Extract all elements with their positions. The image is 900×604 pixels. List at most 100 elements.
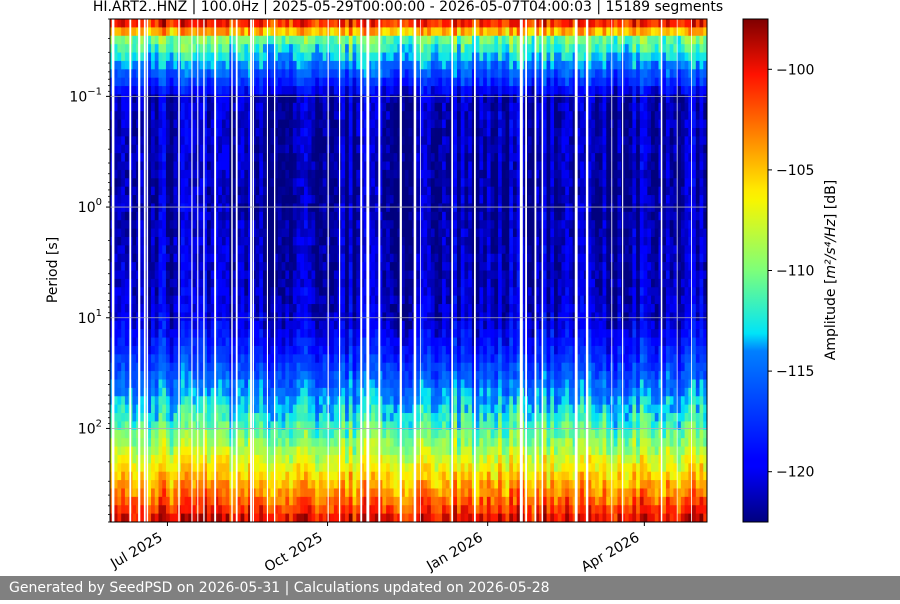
heatmap-cell xyxy=(304,278,309,288)
heatmap-cell xyxy=(151,228,156,238)
heatmap-cell xyxy=(262,404,268,414)
heatmap-cell xyxy=(184,362,189,372)
heatmap-cell xyxy=(304,329,309,339)
heatmap-cell xyxy=(143,186,148,196)
heatmap-cell xyxy=(348,295,354,305)
heatmap-cell xyxy=(404,396,410,406)
heatmap-cell xyxy=(322,153,328,163)
heatmap-cell xyxy=(356,27,361,37)
heatmap-cell xyxy=(371,312,376,322)
heatmap-cell xyxy=(356,44,361,54)
heatmap-cell xyxy=(415,345,421,355)
heatmap-cell xyxy=(214,19,219,28)
heatmap-cell xyxy=(318,211,324,221)
heatmap-cell xyxy=(356,52,361,62)
heatmap-cell xyxy=(274,102,279,112)
heatmap-cell xyxy=(154,236,160,246)
heatmap-cell xyxy=(244,471,249,481)
heatmap-cell xyxy=(330,379,335,389)
heatmap-cell xyxy=(378,421,383,431)
heatmap-cell xyxy=(255,102,260,112)
heatmap-cell xyxy=(307,421,313,431)
heatmap-cell xyxy=(415,320,421,330)
heatmap-cell xyxy=(393,69,398,79)
heatmap-cell xyxy=(397,169,402,179)
heatmap-cell xyxy=(311,127,316,137)
heatmap-cell xyxy=(184,387,189,397)
heatmap-cell xyxy=(322,387,328,397)
heatmap-cell xyxy=(374,505,380,515)
heatmap-cell xyxy=(270,488,275,498)
heatmap-cell xyxy=(236,69,242,79)
heatmap-cell xyxy=(270,262,275,272)
heatmap-cell xyxy=(139,94,145,104)
heatmap-cell xyxy=(162,44,167,54)
heatmap-cell xyxy=(266,421,272,431)
heatmap-cell xyxy=(266,144,272,154)
heatmap-cell xyxy=(393,488,398,498)
heatmap-cell xyxy=(281,413,286,422)
heatmap-cell xyxy=(210,69,216,79)
heatmap-cell xyxy=(199,52,204,62)
heatmap-cell xyxy=(270,211,275,221)
heatmap-cell xyxy=(408,69,413,79)
heatmap-cell xyxy=(169,429,175,439)
heatmap-cell xyxy=(374,387,380,397)
heatmap-cell xyxy=(233,211,238,221)
heatmap-cell xyxy=(147,312,152,322)
heatmap-cell xyxy=(147,119,152,129)
heatmap-cell xyxy=(311,161,316,171)
heatmap-cell xyxy=(124,345,130,355)
heatmap-cell xyxy=(307,312,313,322)
heatmap-cell xyxy=(356,60,361,70)
heatmap-cell xyxy=(408,354,413,364)
heatmap-cell xyxy=(221,454,227,464)
heatmap-cell xyxy=(307,463,313,473)
heatmap-cell xyxy=(117,329,122,339)
heatmap-cell xyxy=(143,169,148,179)
heatmap-cell xyxy=(333,262,339,272)
heatmap-cell xyxy=(315,27,320,37)
heatmap-cell xyxy=(270,127,275,137)
heatmap-cell xyxy=(199,496,204,506)
heatmap-cell xyxy=(289,245,294,255)
heatmap-cell xyxy=(304,111,309,121)
heatmap-cell xyxy=(188,404,193,414)
heatmap-cell xyxy=(296,253,301,263)
heatmap-cell xyxy=(292,337,298,347)
heatmap-cell xyxy=(151,354,156,364)
heatmap-cell xyxy=(315,111,320,121)
heatmap-cell xyxy=(274,35,279,45)
heatmap-cell xyxy=(374,362,380,372)
heatmap-cell xyxy=(139,169,145,179)
heatmap-cell xyxy=(389,379,395,389)
heatmap-cell xyxy=(169,94,175,104)
heatmap-cell xyxy=(221,86,227,96)
heatmap-cell xyxy=(404,77,410,87)
heatmap-cell xyxy=(419,111,425,121)
heatmap-cell xyxy=(158,354,163,364)
heatmap-cell xyxy=(333,429,339,439)
heatmap-cell xyxy=(345,220,350,230)
heatmap-cell xyxy=(262,203,268,213)
heatmap-cell xyxy=(408,471,413,481)
heatmap-cell xyxy=(207,304,212,314)
heatmap-cell xyxy=(318,354,324,364)
heatmap-cell xyxy=(154,421,160,431)
heatmap-cell xyxy=(192,345,197,355)
heatmap-cell xyxy=(348,429,354,439)
heatmap-cell xyxy=(214,505,219,515)
heatmap-cell xyxy=(356,304,361,314)
heatmap-cell xyxy=(330,44,335,54)
heatmap-cell xyxy=(401,77,406,87)
heatmap-cell xyxy=(132,77,137,87)
heatmap-cell xyxy=(139,488,145,498)
heatmap-cell xyxy=(348,203,354,213)
heatmap-cell xyxy=(304,144,309,154)
heatmap-cell xyxy=(270,387,275,397)
heatmap-cell xyxy=(367,337,372,347)
heatmap-cell xyxy=(333,27,339,37)
heatmap-cell xyxy=(356,438,361,448)
heatmap-cell xyxy=(262,195,268,205)
heatmap-cell xyxy=(117,77,122,87)
